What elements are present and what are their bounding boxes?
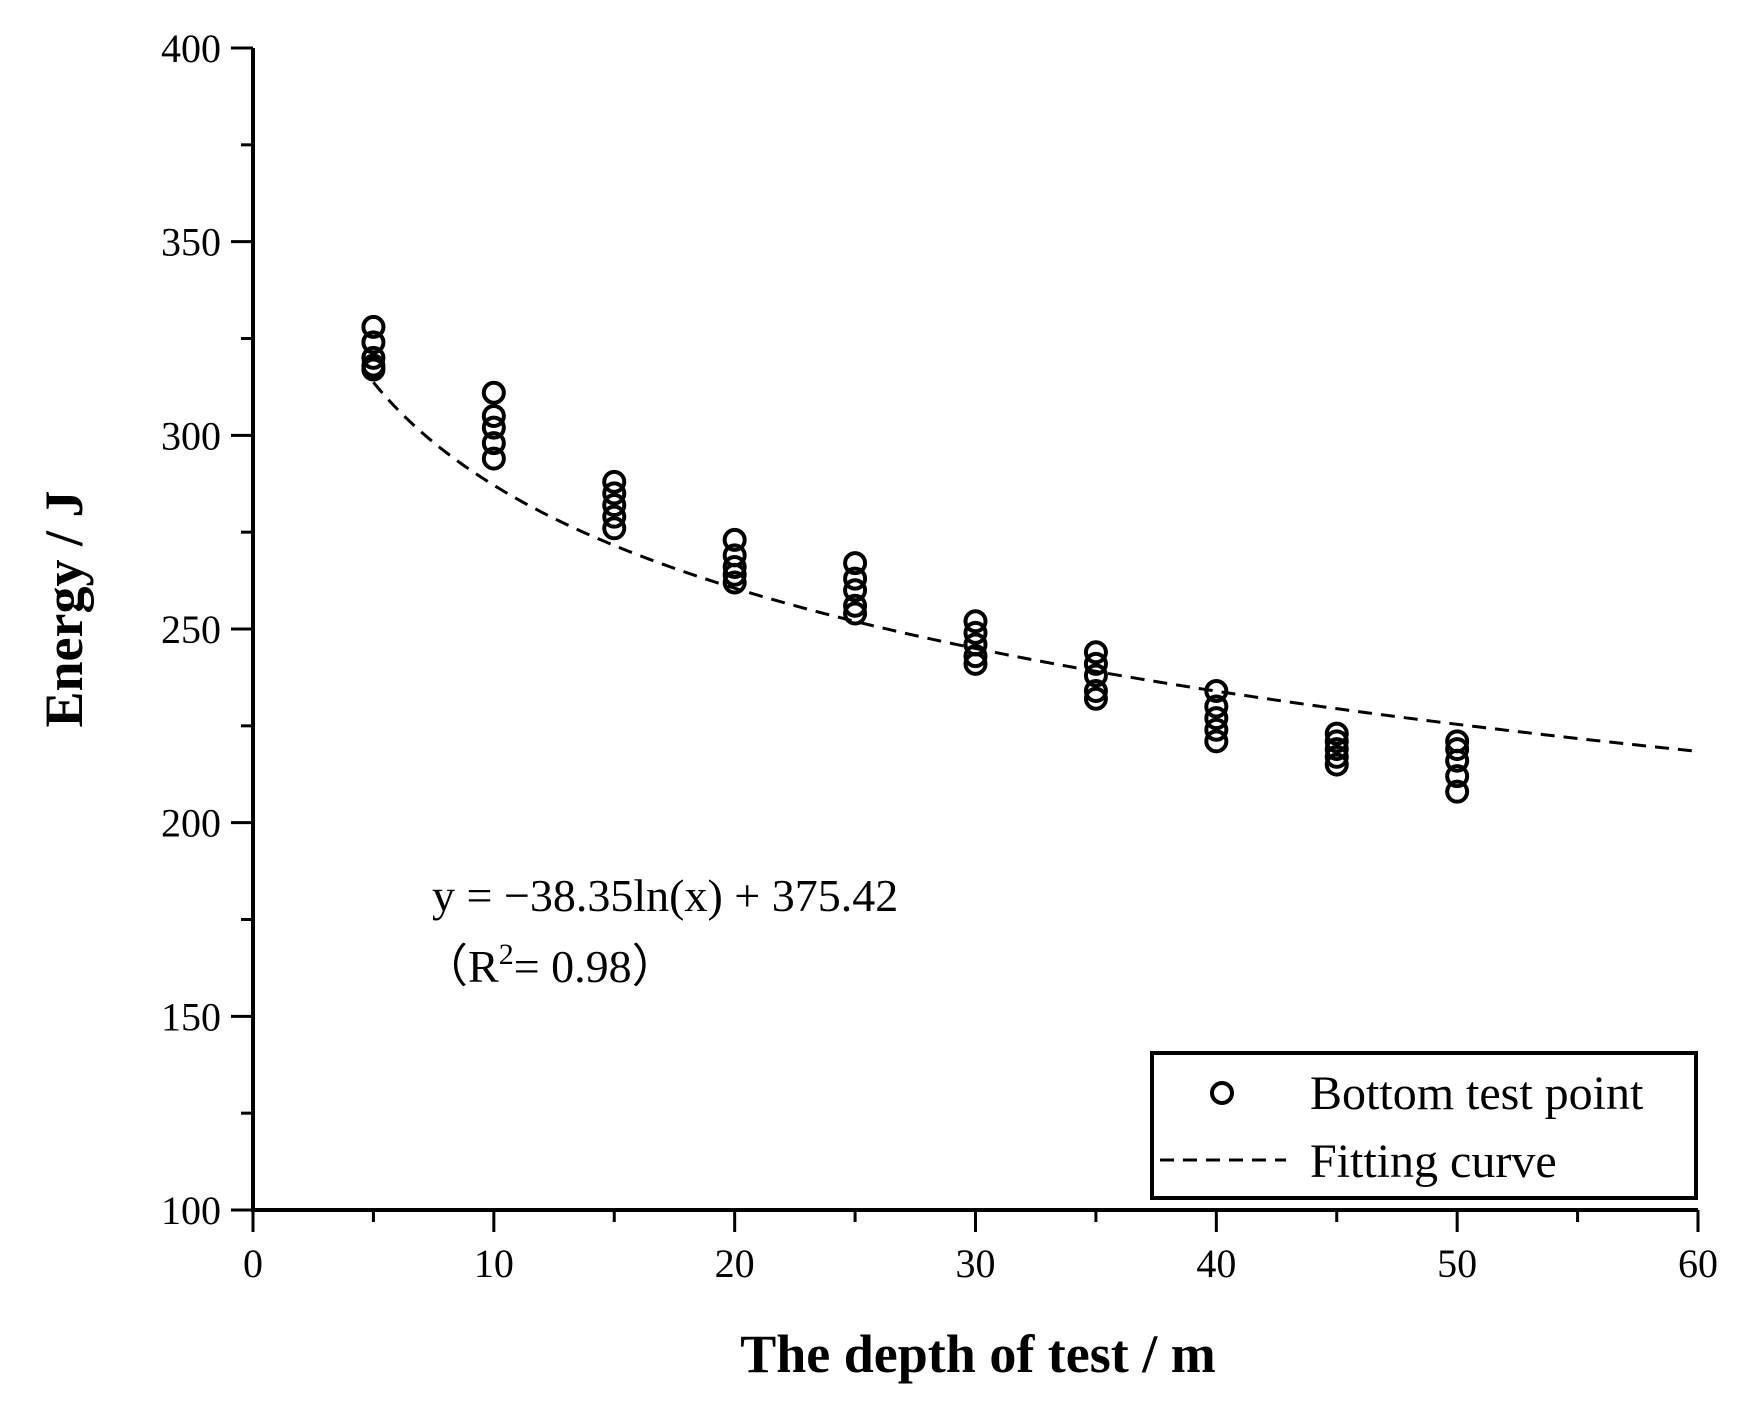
data-point — [1324, 729, 1349, 754]
y-tick-label: 150 — [161, 994, 221, 1039]
data-point — [602, 516, 627, 541]
x-tick-label: 0 — [243, 1241, 263, 1286]
data-point — [963, 620, 988, 645]
data-point — [1324, 721, 1349, 746]
data-point — [481, 403, 506, 428]
data-point — [1083, 663, 1108, 688]
data-point — [843, 551, 868, 576]
y-axis-title: Energy / J — [34, 491, 94, 728]
y-tick-label: 250 — [161, 607, 221, 652]
legend-label-test-point: Bottom test point — [1310, 1067, 1644, 1120]
data-point — [361, 330, 386, 355]
data-point — [1204, 678, 1229, 703]
legend-label-fitting-curve: Fitting curve — [1310, 1135, 1557, 1188]
legend: Bottom test point Fitting curve — [1150, 1051, 1698, 1200]
data-point — [1324, 737, 1349, 762]
data-point — [361, 314, 386, 339]
data-points-layer — [361, 314, 1470, 804]
legend-box — [1150, 1051, 1698, 1200]
data-point — [963, 609, 988, 634]
data-point — [843, 593, 868, 618]
data-point — [1445, 764, 1470, 789]
data-point — [1083, 686, 1108, 711]
data-point — [602, 469, 627, 494]
data-point — [843, 578, 868, 603]
data-point — [1324, 752, 1349, 777]
legend-marker-circle — [1210, 1081, 1234, 1105]
data-point — [361, 345, 386, 370]
data-point — [1445, 779, 1470, 804]
fitting-curve — [372, 381, 1699, 753]
data-point — [602, 493, 627, 518]
x-tick-label: 30 — [956, 1241, 996, 1286]
data-point — [1445, 748, 1470, 773]
data-point — [481, 380, 506, 405]
data-point — [481, 415, 506, 440]
data-point — [1445, 737, 1470, 762]
data-point — [1204, 729, 1229, 754]
data-point — [963, 651, 988, 676]
data-point — [481, 446, 506, 471]
data-point — [602, 481, 627, 506]
x-tick-label: 50 — [1437, 1241, 1477, 1286]
data-point — [722, 570, 747, 595]
axes: 0 10 20 30 40 50 60 100 150 200 250 300 350 400 — [161, 26, 1718, 1286]
x-tick-label: 40 — [1196, 1241, 1236, 1286]
data-point — [602, 504, 627, 529]
r-squared-superscript: 2 — [499, 938, 514, 971]
x-axis-title: The depth of test / m — [740, 1324, 1215, 1384]
y-tick-label: 100 — [161, 1188, 221, 1233]
x-tick-label: 60 — [1678, 1241, 1718, 1286]
data-point — [1324, 744, 1349, 769]
data-point — [1204, 694, 1229, 719]
data-point — [481, 431, 506, 456]
data-point — [1083, 678, 1108, 703]
data-point — [722, 555, 747, 580]
data-point — [1083, 651, 1108, 676]
data-point — [361, 357, 386, 382]
y-tick-label: 350 — [161, 220, 221, 265]
data-point — [1204, 717, 1229, 742]
data-point — [963, 644, 988, 669]
fit-equation: y = −38.35ln(x) + 375.42 — [432, 870, 898, 921]
data-point — [1204, 706, 1229, 731]
data-point — [843, 601, 868, 626]
data-point — [722, 527, 747, 552]
data-point — [722, 562, 747, 587]
data-point — [843, 566, 868, 591]
data-point — [1083, 640, 1108, 665]
y-tick-label: 200 — [161, 801, 221, 846]
y-tick-label: 400 — [161, 26, 221, 71]
x-tick-label: 20 — [715, 1241, 755, 1286]
x-tick-label: 10 — [474, 1241, 514, 1286]
fitting-curve-layer — [372, 381, 1699, 753]
r-squared: （R2= 0.98） — [422, 938, 678, 992]
y-tick-label: 300 — [161, 413, 221, 458]
